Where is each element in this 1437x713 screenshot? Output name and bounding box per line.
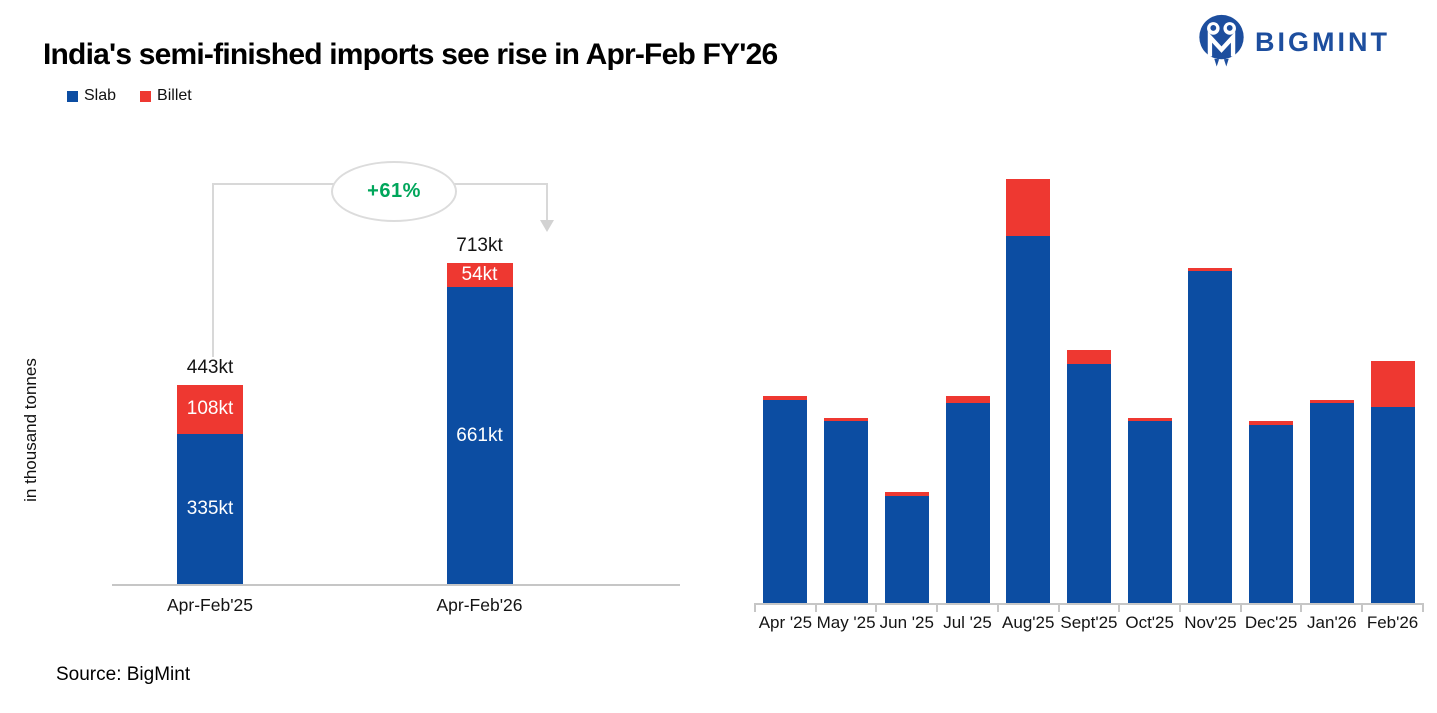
axis-label-may-25: May '25 bbox=[816, 613, 876, 632]
connector-left-vertical bbox=[212, 183, 214, 357]
slab-swatch-icon bbox=[67, 90, 78, 102]
legend-label-billet: Billet bbox=[157, 87, 192, 104]
bar-slab-nov-25 bbox=[1188, 271, 1233, 603]
axis-tick bbox=[814, 603, 817, 612]
bigmint-logo-text: BIGMINT bbox=[1255, 27, 1390, 57]
axis-label-apr-25: Apr '25 bbox=[758, 613, 813, 632]
x-axis-line-monthly bbox=[754, 603, 1424, 605]
bigmint-logo-icon bbox=[1197, 13, 1246, 72]
axis-tick bbox=[1179, 603, 1182, 612]
axis-label-dec-25: Dec'25 bbox=[1244, 613, 1298, 632]
axis-label-feb-26: Feb'26 bbox=[1366, 613, 1419, 632]
axis-tick bbox=[1361, 603, 1364, 612]
axis-tick bbox=[1239, 603, 1242, 612]
axis-label-jan-26: Jan'26 bbox=[1307, 613, 1357, 632]
bar-billet-jan-26 bbox=[1309, 399, 1354, 404]
total-label-apr-feb-26: 713kt bbox=[456, 234, 503, 256]
bar-slab-aug-25 bbox=[1006, 235, 1051, 603]
bar-slab-may-25 bbox=[824, 421, 869, 603]
axis-tick bbox=[1300, 603, 1303, 612]
x-axis-line bbox=[112, 584, 680, 586]
axis-tick bbox=[875, 603, 878, 612]
chart-legend: Slab Billet bbox=[67, 87, 192, 105]
axis-label-apr-feb-26: Apr-Feb'26 bbox=[436, 595, 523, 615]
billet-swatch-icon bbox=[140, 90, 152, 102]
bar-slab-apr-feb-25: 335kt bbox=[177, 433, 243, 584]
axis-tick bbox=[1057, 603, 1060, 612]
arrow-down-icon bbox=[540, 220, 554, 232]
page-title: India's semi-finished imports see rise i… bbox=[43, 38, 778, 71]
source-note: Source: BigMint bbox=[56, 664, 191, 685]
axis-label-jun-25: Jun '25 bbox=[879, 613, 934, 632]
bar-slab-feb-26 bbox=[1370, 406, 1415, 603]
bar-slab-sept-25 bbox=[1066, 364, 1111, 603]
bigmint-logo: BIGMINT bbox=[1197, 13, 1390, 72]
axis-label-oct-25: Oct'25 bbox=[1125, 613, 1174, 632]
legend-item-slab: Slab bbox=[67, 87, 116, 105]
axis-label-aug-25: Aug'25 bbox=[1002, 613, 1055, 632]
bar-billet-may-25 bbox=[824, 417, 869, 422]
axis-tick bbox=[754, 603, 756, 612]
bar-billet-apr-feb-25: 108kt bbox=[177, 385, 243, 434]
change-percent-label: +61% bbox=[367, 180, 421, 202]
bar-slab-oct-25 bbox=[1127, 421, 1172, 603]
axis-label-apr-feb-25: Apr-Feb'25 bbox=[166, 595, 254, 615]
bar-billet-sept-25 bbox=[1066, 349, 1111, 365]
bar-billet-apr-feb-26: 54kt bbox=[446, 262, 513, 288]
change-badge: +61% bbox=[331, 161, 457, 222]
legend-item-billet: Billet bbox=[140, 87, 192, 105]
legend-label-slab: Slab bbox=[84, 87, 117, 104]
axis-tick bbox=[996, 603, 999, 612]
bar-billet-dec-25 bbox=[1249, 421, 1294, 425]
axis-label-nov-25: Nov'25 bbox=[1184, 613, 1237, 632]
bar-slab-jul-25 bbox=[945, 403, 990, 603]
axis-tick bbox=[1118, 603, 1121, 612]
bar-slab-dec-25 bbox=[1249, 424, 1294, 603]
bar-billet-apr-25 bbox=[763, 396, 808, 400]
bar-slab-jun-25 bbox=[884, 496, 929, 603]
bar-billet-feb-26 bbox=[1370, 360, 1415, 407]
total-label-apr-feb-25: 443kt bbox=[186, 357, 234, 379]
bar-billet-jun-25 bbox=[884, 492, 929, 497]
connector-right-vertical bbox=[546, 183, 548, 221]
bar-billet-oct-25 bbox=[1127, 417, 1172, 422]
bar-slab-apr-25 bbox=[763, 399, 808, 603]
summary-chart: in thousand tonnes +61% 335kt 108kt 443kt A… bbox=[21, 161, 680, 615]
bar-slab-jan-26 bbox=[1309, 403, 1354, 603]
axis-label-sept-25: Sept'25 bbox=[1060, 613, 1118, 632]
bar-billet-jul-25 bbox=[945, 396, 990, 404]
bar-billet-aug-25 bbox=[1006, 178, 1051, 236]
axis-label-jul-25: Jul '25 bbox=[943, 613, 992, 632]
bar-billet-nov-25 bbox=[1188, 267, 1233, 272]
axis-tick bbox=[936, 603, 939, 612]
bar-slab-apr-feb-26: 661kt bbox=[446, 287, 513, 584]
axis-tick bbox=[1421, 603, 1424, 612]
